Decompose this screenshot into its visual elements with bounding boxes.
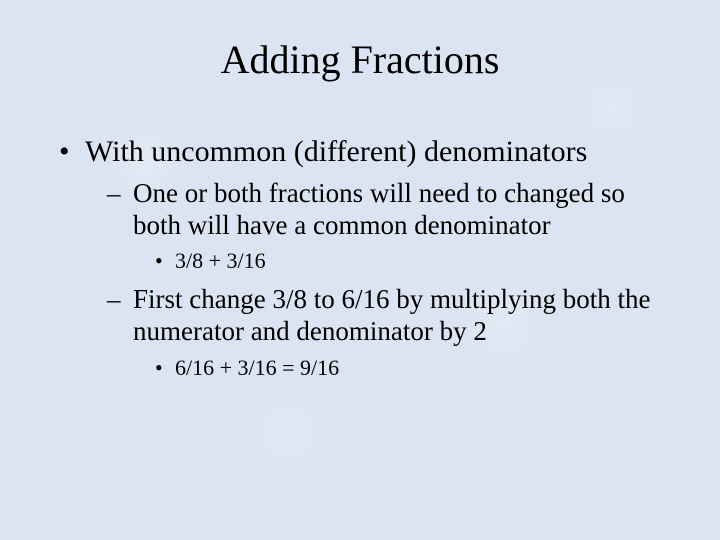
slide-title: Adding Fractions bbox=[55, 36, 665, 83]
bullet-lvl1-text: With uncommon (different) denominators bbox=[85, 135, 587, 168]
bullet-lvl3-item: 3/8 + 3/16 bbox=[151, 247, 665, 275]
bullet-lvl2-text: First change 3/8 to 6/16 by multiplying … bbox=[133, 284, 650, 346]
bullet-lvl2-item: One or both fractions will need to chang… bbox=[103, 177, 665, 275]
bullet-lvl2-text: One or both fractions will need to chang… bbox=[133, 178, 625, 240]
slide: Adding Fractions With uncommon (differen… bbox=[0, 0, 720, 540]
bullet-list-lvl1: With uncommon (different) denominators O… bbox=[55, 133, 665, 381]
bullet-lvl1-item: With uncommon (different) denominators O… bbox=[55, 133, 665, 381]
bullet-list-lvl2: One or both fractions will need to chang… bbox=[85, 177, 665, 382]
bullet-lvl3-text: 6/16 + 3/16 = 9/16 bbox=[175, 355, 339, 380]
bullet-list-lvl3: 6/16 + 3/16 = 9/16 bbox=[133, 354, 665, 382]
bullet-lvl3-text: 3/8 + 3/16 bbox=[175, 248, 266, 273]
bullet-lvl3-item: 6/16 + 3/16 = 9/16 bbox=[151, 354, 665, 382]
bullet-lvl2-item: First change 3/8 to 6/16 by multiplying … bbox=[103, 283, 665, 381]
bullet-list-lvl3: 3/8 + 3/16 bbox=[133, 247, 665, 275]
